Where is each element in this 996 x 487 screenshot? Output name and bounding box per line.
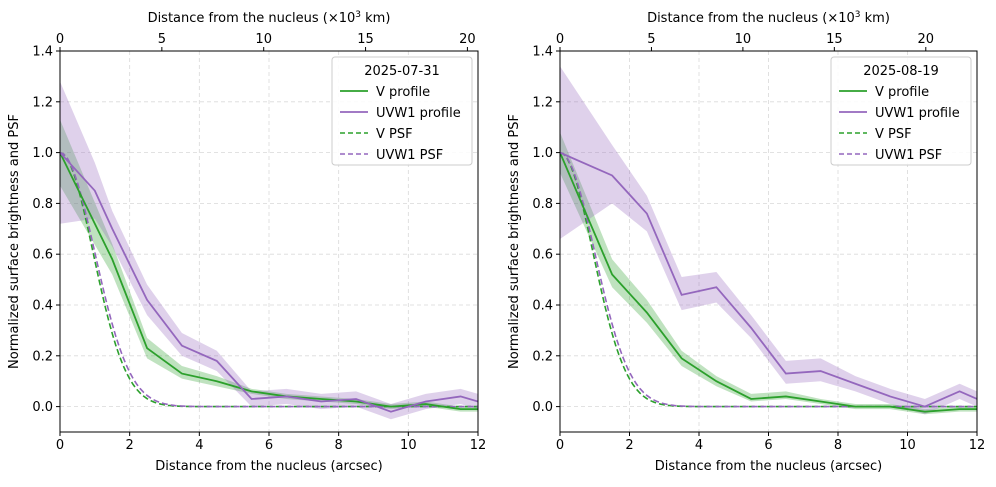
legend-entry: UVW1 PSF bbox=[376, 148, 443, 163]
y-tick-label: 0.2 bbox=[532, 349, 553, 364]
legend-box bbox=[331, 56, 473, 166]
top-x-axis-label-suffix: km) bbox=[361, 11, 390, 26]
top-x-tick-label: 20 bbox=[459, 32, 476, 47]
y-tick-label: 0.6 bbox=[32, 248, 53, 263]
top-x-tick-label: 10 bbox=[735, 32, 752, 47]
x-tick-label: 0 bbox=[556, 438, 564, 453]
x-axis-label: Distance from the nucleus (arcsec) bbox=[155, 459, 382, 474]
legend-entry: V profile bbox=[875, 85, 929, 100]
y-tick-label: 0.4 bbox=[32, 299, 53, 314]
top-x-tick-label: 10 bbox=[255, 32, 272, 47]
top-x-tick-label: 0 bbox=[556, 32, 564, 47]
y-tick-label: 0.8 bbox=[532, 197, 553, 212]
y-tick-label: 1.4 bbox=[532, 45, 553, 60]
y-axis-label: Normalized surface brightness and PSF bbox=[507, 114, 522, 369]
series-line-v-psf bbox=[60, 151, 478, 408]
legend-title: 2025-07-31 bbox=[364, 64, 440, 79]
y-tick-label: 1.2 bbox=[32, 95, 53, 110]
x-tick-label: 6 bbox=[265, 438, 273, 453]
top-x-axis-label: Distance from the nucleus (×103 km) bbox=[148, 10, 391, 26]
y-axis-label: Normalized surface brightness and PSF bbox=[7, 114, 22, 369]
x-tick-label: 2 bbox=[625, 438, 633, 453]
series-line-uvw1-profile bbox=[60, 151, 478, 413]
x-tick-label: 10 bbox=[899, 438, 916, 453]
legend: 2025-08-19 V profile UVW1 profile V PSF UVW1… bbox=[830, 56, 972, 166]
y-tick-label: 0.4 bbox=[532, 299, 553, 314]
y-tick-label: 0.8 bbox=[32, 197, 53, 212]
x-axis-label: Distance from the nucleus (arcsec) bbox=[655, 459, 882, 474]
top-x-tick-label: 20 bbox=[918, 32, 935, 47]
x-tick-label: 0 bbox=[56, 438, 64, 453]
top-x-axis-label-exponent: 3 bbox=[355, 10, 361, 20]
plot-area bbox=[560, 66, 977, 415]
legend-entry: V PSF bbox=[875, 127, 912, 142]
legend-entry: UVW1 profile bbox=[875, 106, 960, 121]
x-tick-label: 2 bbox=[126, 438, 134, 453]
y-tick-label: 1.4 bbox=[32, 45, 53, 60]
y-tick-label: 1.0 bbox=[32, 146, 53, 161]
x-tick-label: 8 bbox=[834, 438, 842, 453]
y-tick-label: 0.2 bbox=[32, 349, 53, 364]
legend-title: 2025-08-19 bbox=[863, 64, 939, 79]
top-x-tick-label: 0 bbox=[56, 32, 64, 47]
top-x-axis-label-prefix: Distance from the nucleus (×10 bbox=[647, 11, 855, 26]
x-tick-label: 10 bbox=[400, 438, 417, 453]
y-tick-label: 0.0 bbox=[32, 400, 53, 415]
y-tick-label: 0.0 bbox=[532, 400, 553, 415]
x-tick-label: 12 bbox=[470, 438, 487, 453]
series-line-v-profile bbox=[560, 152, 977, 413]
plot-area bbox=[60, 81, 478, 420]
y-tick-label: 1.0 bbox=[532, 146, 553, 161]
top-x-axis-label-suffix: km) bbox=[861, 11, 890, 26]
top-x-tick-label: 5 bbox=[158, 32, 166, 47]
series-band-uvw1-profile bbox=[60, 81, 478, 420]
legend-entry: V profile bbox=[376, 85, 430, 100]
top-x-tick-label: 15 bbox=[826, 32, 843, 47]
x-tick-label: 12 bbox=[969, 438, 986, 453]
y-tick-label: 1.2 bbox=[532, 95, 553, 110]
legend-entry: V PSF bbox=[376, 127, 413, 142]
legend-box bbox=[830, 56, 972, 166]
series-band-v-profile bbox=[560, 132, 977, 415]
top-x-tick-label: 5 bbox=[647, 32, 655, 47]
chart-panel-1: 0 2 4 6 8 10 120.00.20.40.60.81.01.21.40 5 10 15 2… bbox=[7, 10, 486, 474]
top-x-axis-label: Distance from the nucleus (×103 km) bbox=[647, 10, 890, 26]
top-x-axis-label-exponent: 3 bbox=[855, 10, 861, 20]
legend-entry: UVW1 profile bbox=[376, 106, 461, 121]
chart-panel-2: 0 2 4 6 8 10 120.00.20.40.60.81.01.21.40 5 10 15 2… bbox=[507, 10, 985, 474]
top-x-axis-label-prefix: Distance from the nucleus (×10 bbox=[148, 11, 356, 26]
legend-entry: UVW1 PSF bbox=[875, 148, 942, 163]
x-tick-label: 8 bbox=[335, 438, 343, 453]
top-x-tick-label: 15 bbox=[357, 32, 374, 47]
x-tick-label: 6 bbox=[764, 438, 772, 453]
y-tick-label: 0.6 bbox=[532, 248, 553, 263]
legend: 2025-07-31 V profile UVW1 profile V PSF UVW1… bbox=[331, 56, 473, 166]
x-tick-label: 4 bbox=[195, 438, 203, 453]
x-tick-label: 4 bbox=[695, 438, 703, 453]
series-line-uvw1-psf bbox=[560, 151, 977, 408]
series-line-uvw1-profile bbox=[560, 151, 977, 408]
series-band-uvw1-profile bbox=[560, 66, 977, 415]
